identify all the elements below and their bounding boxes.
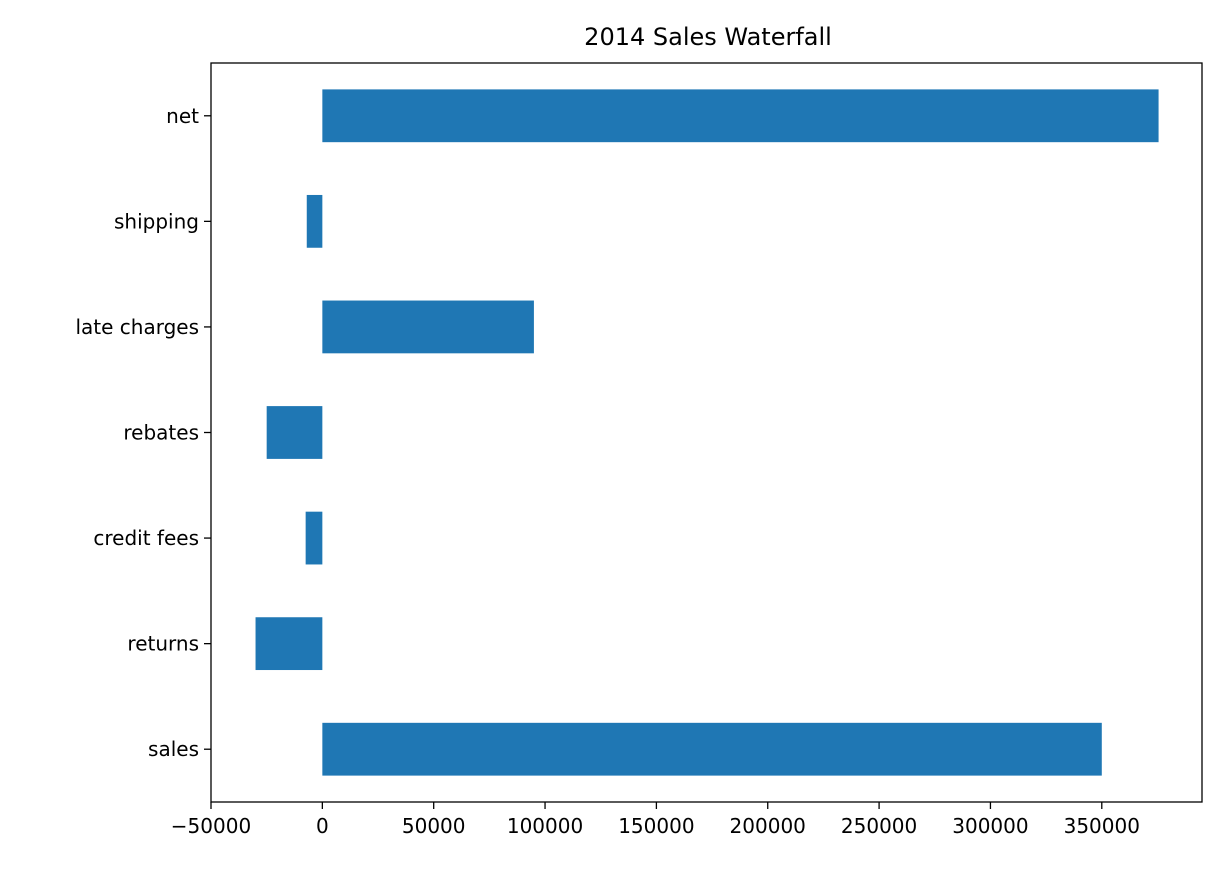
y-tick-label-returns: returns (127, 632, 199, 656)
bar-sales (322, 722, 1102, 776)
x-tick-label-0: −50000 (171, 814, 251, 838)
bar-net (322, 89, 1159, 143)
plot-frame (210, 62, 1203, 803)
x-tick-label-1: 0 (316, 814, 329, 838)
bar-credit-fees (305, 511, 323, 565)
x-tick-label-4: 150000 (618, 814, 694, 838)
x-tick-label-3: 100000 (507, 814, 583, 838)
y-tick-label-late-charges: late charges (75, 315, 199, 339)
bar-rebates (266, 406, 323, 459)
x-axis: −50000 0 50000 100000 150000 200000 250000 3000… (171, 802, 1140, 838)
x-tick-label-5: 200000 (730, 814, 806, 838)
bar-shipping (306, 194, 323, 248)
x-tick-label-2: 50000 (402, 814, 466, 838)
y-tick-label-credit-fees: credit fees (93, 526, 199, 550)
y-tick-label-sales: sales (148, 737, 199, 761)
x-tick-label-8: 350000 (1064, 814, 1140, 838)
x-tick-label-7: 300000 (952, 814, 1028, 838)
y-tick-label-rebates: rebates (123, 421, 199, 445)
y-tick-label-shipping: shipping (114, 209, 199, 233)
bars-group (255, 89, 1159, 776)
x-tick-label-6: 250000 (841, 814, 917, 838)
y-axis: sales returns credit fees rebates late charg… (75, 104, 211, 761)
y-tick-label-net: net (166, 104, 199, 128)
bar-late-charges (322, 300, 534, 354)
chart-title: 2014 Sales Waterfall (584, 23, 832, 51)
bar-returns (255, 617, 323, 671)
